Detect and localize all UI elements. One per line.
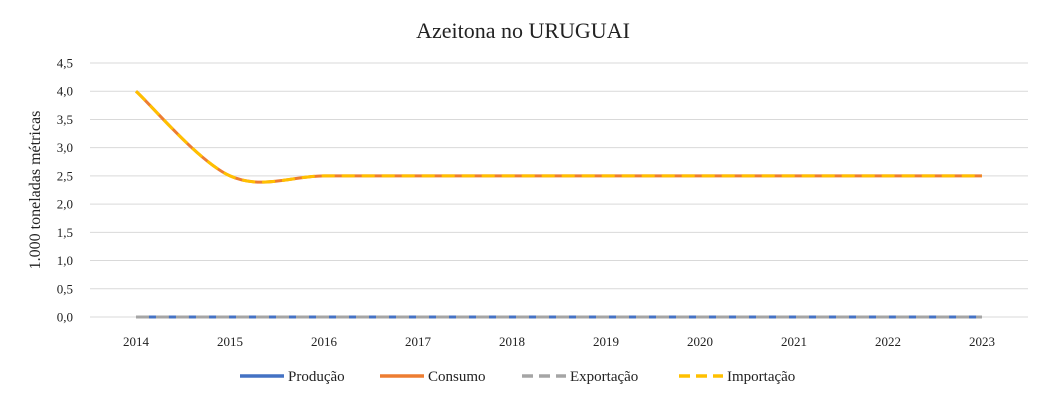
y-axis-label: 1.000 toneladas métricas — [27, 111, 44, 270]
series-line-4 — [134, 90, 982, 184]
legend: Produção Consumo Exportação Importação — [240, 369, 795, 385]
x-tick-label: 2023 — [969, 334, 995, 349]
x-tick-label: 2017 — [405, 334, 432, 349]
y-tick-label: 3,0 — [57, 140, 73, 155]
y-tick-label: 4,5 — [57, 56, 73, 71]
legend-label: Produção — [288, 369, 345, 385]
x-tick-label: 2016 — [311, 334, 338, 349]
y-tick-label: 0,0 — [57, 310, 73, 325]
y-tick-label: 2,5 — [57, 168, 73, 183]
x-tick-label: 2019 — [593, 334, 619, 349]
x-tick-label: 2014 — [123, 334, 150, 349]
series-line-2 — [134, 90, 982, 184]
chart-title: Azeitona no URUGUAI — [416, 18, 630, 43]
y-tick-label: 0,5 — [57, 281, 73, 296]
x-tick-label: 2015 — [217, 334, 243, 349]
y-tick-label: 2,0 — [57, 197, 73, 212]
x-tick-label: 2020 — [687, 334, 713, 349]
y-tick-label: 1,0 — [57, 253, 73, 268]
x-tick-label: 2022 — [875, 334, 901, 349]
legend-label: Consumo — [428, 369, 486, 385]
x-axis-ticks: 2014 2015 2016 2017 2018 2019 2020 2021 2022 2023 — [123, 334, 995, 349]
series-lines — [134, 90, 982, 319]
y-tick-label: 3,5 — [57, 112, 73, 127]
y-tick-label: 4,0 — [57, 84, 73, 99]
legend-label: Importação — [727, 369, 795, 385]
x-tick-label: 2018 — [499, 334, 525, 349]
x-tick-label: 2021 — [781, 334, 807, 349]
y-axis-ticks: 0,0 0,5 1,0 1,5 2,0 2,5 3,0 3,5 4,0 4,5 — [57, 56, 73, 325]
legend-label: Exportação — [570, 369, 638, 385]
gridlines — [90, 62, 1028, 318]
y-tick-label: 1,5 — [57, 225, 73, 240]
